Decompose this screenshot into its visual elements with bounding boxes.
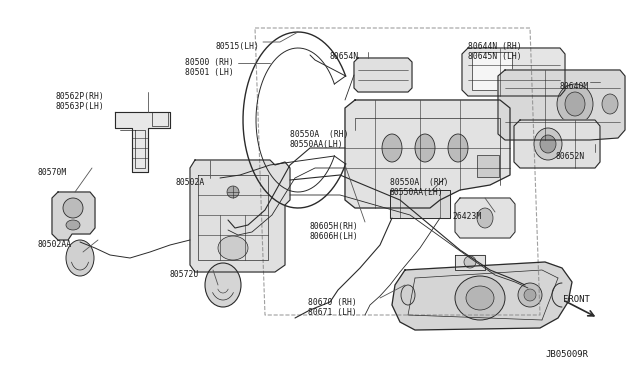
Polygon shape bbox=[392, 262, 572, 330]
Polygon shape bbox=[514, 120, 600, 168]
Ellipse shape bbox=[401, 285, 415, 305]
Text: 80640M: 80640M bbox=[560, 82, 589, 91]
Polygon shape bbox=[190, 160, 290, 272]
Text: 80671 (LH): 80671 (LH) bbox=[308, 308, 356, 317]
Text: 80502A: 80502A bbox=[175, 178, 204, 187]
Text: 80563P(LH): 80563P(LH) bbox=[55, 102, 104, 111]
Ellipse shape bbox=[557, 84, 593, 124]
Bar bbox=[477, 155, 499, 177]
Bar bbox=[472, 52, 512, 90]
Text: 80515(LH): 80515(LH) bbox=[215, 42, 259, 51]
Polygon shape bbox=[455, 255, 485, 270]
Ellipse shape bbox=[455, 276, 505, 320]
Text: 80652N: 80652N bbox=[555, 152, 584, 161]
Text: 80644N (RH): 80644N (RH) bbox=[468, 42, 522, 51]
Text: FRONT: FRONT bbox=[563, 295, 590, 304]
Ellipse shape bbox=[565, 92, 585, 116]
Text: 80562P(RH): 80562P(RH) bbox=[55, 92, 104, 101]
Ellipse shape bbox=[218, 236, 248, 260]
Polygon shape bbox=[455, 198, 515, 238]
Text: 80606H(LH): 80606H(LH) bbox=[310, 232, 359, 241]
Text: 80501 (LH): 80501 (LH) bbox=[185, 68, 234, 77]
Text: 26423M: 26423M bbox=[452, 212, 481, 221]
Ellipse shape bbox=[205, 263, 241, 307]
Ellipse shape bbox=[477, 208, 493, 228]
Ellipse shape bbox=[466, 286, 494, 310]
Text: 80550A  (RH): 80550A (RH) bbox=[390, 178, 449, 187]
Polygon shape bbox=[390, 190, 450, 218]
Ellipse shape bbox=[382, 134, 402, 162]
Text: 80570M: 80570M bbox=[38, 168, 67, 177]
Polygon shape bbox=[354, 58, 412, 92]
Text: JB05009R: JB05009R bbox=[545, 350, 588, 359]
Polygon shape bbox=[345, 100, 510, 208]
Text: 80500 (RH): 80500 (RH) bbox=[185, 58, 234, 67]
Ellipse shape bbox=[63, 198, 83, 218]
Text: 80550AA(LH): 80550AA(LH) bbox=[290, 140, 344, 149]
Ellipse shape bbox=[464, 256, 476, 268]
Text: 80670 (RH): 80670 (RH) bbox=[308, 298, 356, 307]
Ellipse shape bbox=[415, 134, 435, 162]
Ellipse shape bbox=[518, 283, 542, 307]
Polygon shape bbox=[498, 70, 625, 140]
Polygon shape bbox=[115, 112, 170, 172]
Ellipse shape bbox=[448, 134, 468, 162]
Text: 80654N: 80654N bbox=[330, 52, 359, 61]
Ellipse shape bbox=[73, 243, 87, 261]
Ellipse shape bbox=[534, 128, 562, 160]
Polygon shape bbox=[462, 48, 565, 96]
Text: 80502AA: 80502AA bbox=[38, 240, 72, 249]
Ellipse shape bbox=[66, 220, 80, 230]
Ellipse shape bbox=[227, 186, 239, 198]
Text: 80605H(RH): 80605H(RH) bbox=[310, 222, 359, 231]
Ellipse shape bbox=[66, 240, 94, 276]
Text: 80550AA(LH): 80550AA(LH) bbox=[390, 188, 444, 197]
Ellipse shape bbox=[540, 135, 556, 153]
Polygon shape bbox=[52, 192, 95, 240]
Ellipse shape bbox=[524, 289, 536, 301]
Ellipse shape bbox=[602, 94, 618, 114]
Text: 80645N (LH): 80645N (LH) bbox=[468, 52, 522, 61]
Text: 80550A  (RH): 80550A (RH) bbox=[290, 130, 349, 139]
Text: 80572U: 80572U bbox=[170, 270, 199, 279]
